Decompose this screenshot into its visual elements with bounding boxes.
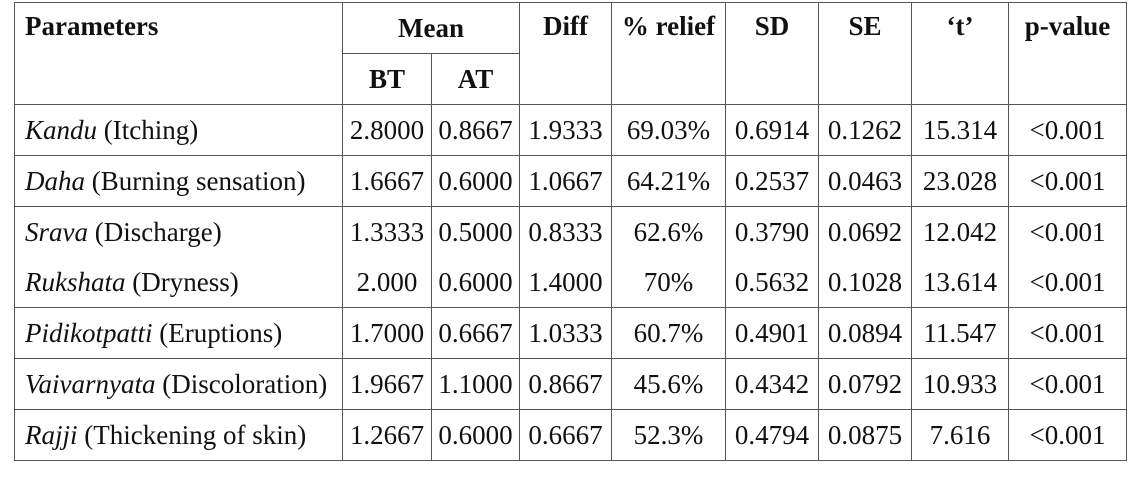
bt-cell: 2.8000 bbox=[342, 104, 432, 156]
t-cell: 15.314 bbox=[911, 104, 1010, 156]
parameter-english: (Burning sensation) bbox=[85, 165, 306, 196]
diff-cell: 0.8667 bbox=[519, 358, 613, 410]
table-row: Kandu (Itching) 2.8000 0.8667 1.9333 69.… bbox=[14, 104, 1128, 156]
parameter-cell: Kandu (Itching) bbox=[14, 104, 343, 156]
relief-cell: 52.3% bbox=[611, 409, 727, 461]
at-cell: 0.8667 bbox=[430, 104, 521, 156]
header-t: ‘t’ bbox=[911, 2, 1010, 105]
se-cell: 0.0463 bbox=[818, 155, 913, 207]
diff-cell: 0.8333 bbox=[519, 206, 613, 257]
header-bt: BT bbox=[342, 53, 432, 105]
at-cell: 1.1000 bbox=[430, 358, 521, 410]
bt-cell: 1.9667 bbox=[342, 358, 432, 410]
pvalue-cell: <0.001 bbox=[1008, 104, 1128, 156]
diff-cell: 1.9333 bbox=[519, 104, 613, 156]
se-cell: 0.1262 bbox=[818, 104, 913, 156]
sd-cell: 0.4794 bbox=[725, 409, 820, 461]
parameter-english: (Dryness) bbox=[125, 266, 239, 297]
t-cell: 7.616 bbox=[911, 409, 1010, 461]
header-relief: % relief bbox=[611, 2, 727, 105]
sd-cell: 0.3790 bbox=[725, 206, 820, 257]
parameter-english: (Eruptions) bbox=[152, 317, 283, 348]
parameter-sanskrit: Rajji bbox=[25, 419, 78, 450]
parameter-cell: Daha (Burning sensation) bbox=[14, 155, 343, 207]
parameter-english: (Discharge) bbox=[88, 216, 222, 247]
header-row-2: BT AT bbox=[15, 53, 1127, 105]
at-cell: 0.6667 bbox=[430, 307, 521, 359]
bt-cell: 1.3333 bbox=[342, 206, 432, 257]
header-sd: SD bbox=[725, 2, 820, 105]
at-cell: 0.6000 bbox=[430, 257, 521, 308]
pvalue-cell: <0.001 bbox=[1008, 257, 1128, 308]
relief-cell: 64.21% bbox=[611, 155, 727, 207]
parameter-cell: Srava (Discharge) bbox=[14, 206, 343, 257]
bt-cell: 1.2667 bbox=[342, 409, 432, 461]
t-cell: 10.933 bbox=[911, 358, 1010, 410]
se-cell: 0.1028 bbox=[818, 257, 913, 308]
header-se: SE bbox=[818, 2, 913, 105]
parameter-english: (Itching) bbox=[97, 114, 199, 145]
parameter-sanskrit: Kandu bbox=[25, 114, 98, 145]
at-cell: 0.6000 bbox=[430, 155, 521, 207]
header-parameters: Parameters bbox=[14, 2, 343, 105]
bt-cell: 1.7000 bbox=[342, 307, 432, 359]
relief-cell: 70% bbox=[611, 257, 727, 308]
parameter-sanskrit: Srava bbox=[25, 216, 88, 247]
t-cell: 12.042 bbox=[911, 206, 1010, 257]
table-row: Rajji (Thickening of skin) 1.2667 0.6000… bbox=[14, 409, 1128, 461]
parameter-cell: Rajji (Thickening of skin) bbox=[14, 409, 343, 461]
se-cell: 0.0792 bbox=[818, 358, 913, 410]
parameter-english: (Thickening of skin) bbox=[77, 419, 307, 450]
pvalue-cell: <0.001 bbox=[1008, 409, 1128, 461]
relief-cell: 60.7% bbox=[611, 307, 727, 359]
parameter-cell: Pidikotpatti (Eruptions) bbox=[14, 307, 343, 359]
relief-cell: 62.6% bbox=[611, 206, 727, 257]
sd-cell: 0.5632 bbox=[725, 257, 820, 308]
pvalue-cell: <0.001 bbox=[1008, 155, 1128, 207]
se-cell: 0.0894 bbox=[818, 307, 913, 359]
header-diff: Diff bbox=[519, 2, 613, 105]
table-row: Rukshata (Dryness) 2.000 0.6000 1.4000 7… bbox=[14, 257, 1128, 308]
results-table-container: Parameters Mean Diff % relief SD SE ‘t’ … bbox=[14, 2, 1128, 461]
parameter-cell: Vaivarnyata (Discoloration) bbox=[14, 358, 343, 410]
table-row: Pidikotpatti (Eruptions) 1.7000 0.6667 1… bbox=[14, 307, 1128, 359]
pvalue-cell: <0.001 bbox=[1008, 307, 1128, 359]
header-mean: Mean bbox=[341, 2, 521, 54]
parameter-sanskrit: Rukshata bbox=[25, 266, 126, 297]
diff-cell: 1.0333 bbox=[519, 307, 613, 359]
parameter-cell: Rukshata (Dryness) bbox=[14, 257, 343, 308]
diff-cell: 0.6667 bbox=[519, 409, 613, 461]
diff-cell: 1.4000 bbox=[519, 257, 613, 308]
table-row: Vaivarnyata (Discoloration) 1.9667 1.100… bbox=[14, 358, 1128, 410]
results-table: Parameters Mean Diff % relief SD SE ‘t’ … bbox=[14, 2, 1128, 461]
parameter-sanskrit: Vaivarnyata bbox=[25, 368, 156, 399]
parameter-sanskrit: Daha bbox=[25, 165, 85, 196]
relief-cell: 45.6% bbox=[611, 358, 727, 410]
se-cell: 0.0692 bbox=[818, 206, 913, 257]
se-cell: 0.0875 bbox=[818, 409, 913, 461]
sd-cell: 0.4901 bbox=[725, 307, 820, 359]
pvalue-cell: <0.001 bbox=[1008, 206, 1128, 257]
t-cell: 11.547 bbox=[911, 307, 1010, 359]
pvalue-cell: <0.001 bbox=[1008, 358, 1128, 410]
bt-cell: 1.6667 bbox=[342, 155, 432, 207]
t-cell: 23.028 bbox=[911, 155, 1010, 207]
at-cell: 0.5000 bbox=[430, 206, 521, 257]
header-pvalue: p-value bbox=[1008, 2, 1128, 105]
table-row: Daha (Burning sensation) 1.6667 0.6000 1… bbox=[14, 155, 1128, 207]
sd-cell: 0.4342 bbox=[725, 358, 820, 410]
diff-cell: 1.0667 bbox=[519, 155, 613, 207]
parameter-english: (Discoloration) bbox=[155, 368, 328, 399]
table-row: Srava (Discharge) 1.3333 0.5000 0.8333 6… bbox=[14, 206, 1128, 257]
header-at: AT bbox=[430, 53, 521, 105]
parameter-sanskrit: Pidikotpatti bbox=[25, 317, 153, 348]
header-row-1: Parameters Mean Diff % relief SD SE ‘t’ … bbox=[14, 2, 1128, 105]
bt-cell: 2.000 bbox=[342, 257, 432, 308]
relief-cell: 69.03% bbox=[611, 104, 727, 156]
sd-cell: 0.2537 bbox=[725, 155, 820, 207]
t-cell: 13.614 bbox=[911, 257, 1010, 308]
at-cell: 0.6000 bbox=[430, 409, 521, 461]
sd-cell: 0.6914 bbox=[725, 104, 820, 156]
